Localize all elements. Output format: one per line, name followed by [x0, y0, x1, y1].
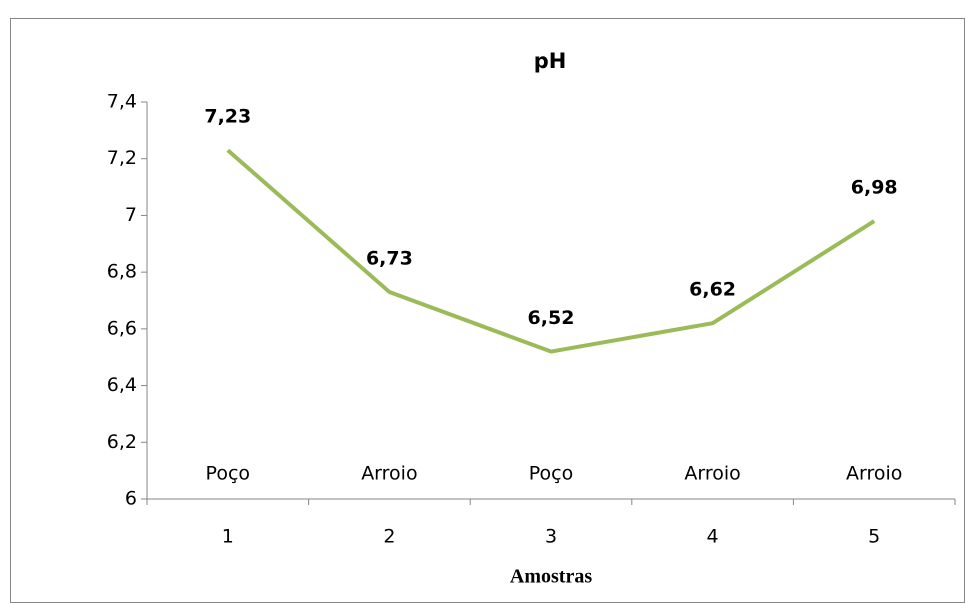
sample-label: Arroio [684, 463, 740, 485]
chart-border [10, 18, 965, 603]
sample-label: Poço [206, 463, 250, 485]
sample-label: Arroio [846, 463, 902, 485]
x-tick-label: 2 [383, 526, 395, 548]
y-tick-label: 6,6 [107, 317, 137, 339]
value-label: 6,52 [528, 307, 575, 329]
line [226, 148, 876, 354]
value-label: 6,62 [689, 279, 736, 301]
y-tick-label: 6 [125, 488, 137, 510]
sample-label: Arroio [361, 463, 417, 485]
y-tick-label: 7,2 [107, 147, 137, 169]
x-tick-label: 5 [868, 526, 880, 548]
x-tick-label: 1 [222, 526, 234, 548]
x-axis-title: Amostras [510, 566, 592, 588]
chart-title: pH [534, 49, 567, 73]
value-label: 6,73 [366, 247, 413, 269]
y-tick-label: 6,4 [107, 374, 137, 396]
y-tick-label: 7 [125, 204, 137, 226]
y-tick-label: 6,2 [107, 431, 137, 453]
y-tick-label: 7,4 [107, 91, 137, 113]
x-tick-label: 3 [545, 526, 557, 548]
value-label: 7,23 [204, 106, 251, 128]
sample-label: Poço [529, 463, 573, 485]
value-label: 6,98 [851, 177, 898, 199]
x-tick-label: 4 [707, 526, 719, 548]
y-tick-label: 6,8 [107, 261, 137, 283]
